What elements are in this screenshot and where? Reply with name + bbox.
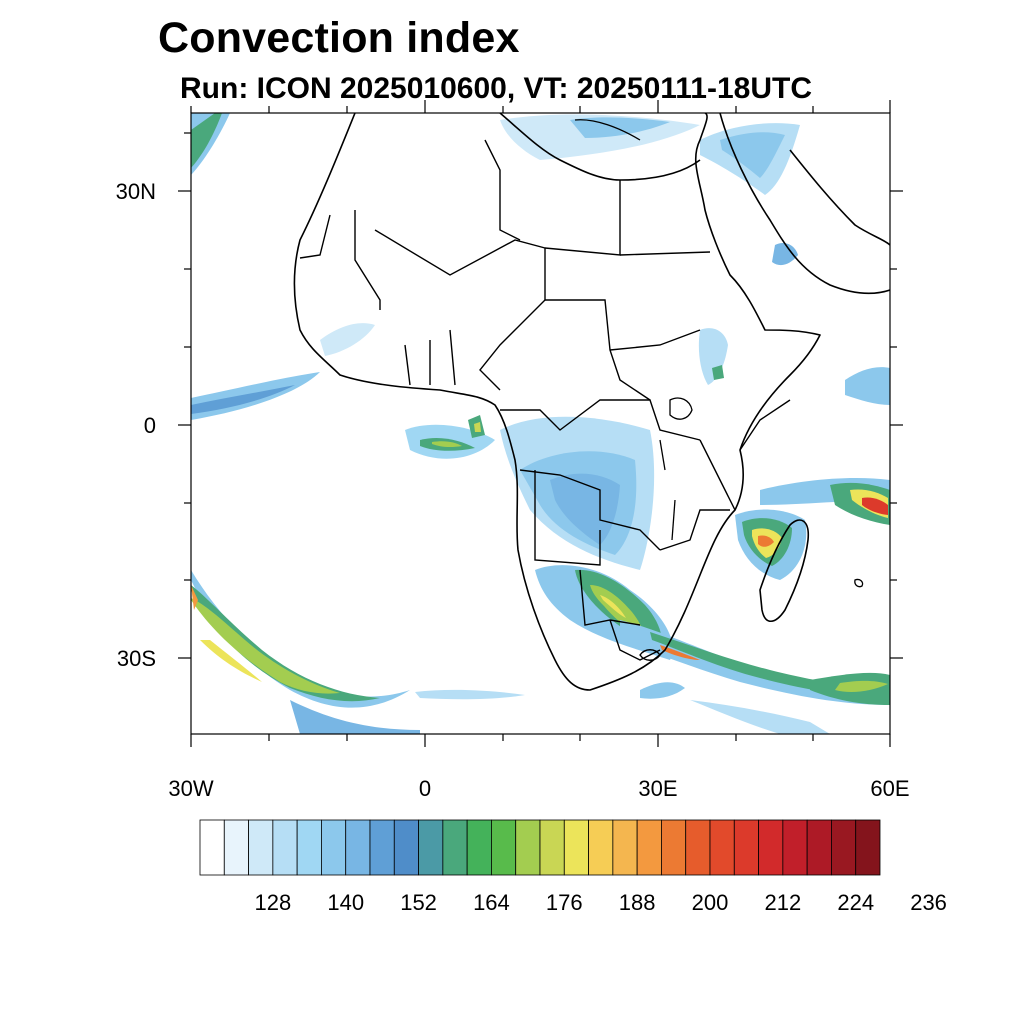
lon-label-30e: 30E <box>638 776 678 801</box>
colorbar-swatch <box>806 819 832 876</box>
colorbar-swatch <box>466 819 492 876</box>
colorbar-label: 212 <box>764 890 802 915</box>
colorbar-swatch <box>491 819 517 876</box>
colorbar-swatch <box>515 819 541 876</box>
country-borders <box>299 139 791 661</box>
coastlines <box>293 113 890 691</box>
colorbar-swatch <box>272 819 298 876</box>
colorbar-label: 176 <box>545 890 583 915</box>
colorbar-label: 188 <box>618 890 656 915</box>
lon-label-30w: 30W <box>168 776 214 801</box>
colorbar-swatch <box>782 819 808 876</box>
colorbar <box>199 819 881 876</box>
colorbar-swatch <box>345 819 371 876</box>
colorbar-swatch <box>855 819 881 876</box>
colorbar-label: 200 <box>691 890 729 915</box>
colorbar-swatch <box>612 819 638 876</box>
colorbar-swatch <box>296 819 322 876</box>
colorbar-label: 224 <box>837 890 875 915</box>
lat-label-30s: 30S <box>116 646 156 671</box>
colorbar-swatch <box>709 819 735 876</box>
colorbar-swatch <box>661 819 687 876</box>
colorbar-swatch <box>418 819 444 876</box>
colorbar-swatch <box>636 819 662 876</box>
colorbar-swatch <box>369 819 395 876</box>
lat-label-30n: 30N <box>115 179 156 204</box>
lon-label-60e: 60E <box>870 776 910 801</box>
colorbar-label: 236 <box>910 890 947 915</box>
colorbar-swatch <box>831 819 857 876</box>
colorbar-swatch <box>248 819 274 876</box>
lon-label-0: 0 <box>418 776 432 801</box>
colorbar-label: 128 <box>254 890 292 915</box>
lat-label-0: 0 <box>143 413 156 438</box>
colorbar-swatch <box>733 819 759 876</box>
map-title: Convection index <box>158 14 520 62</box>
colorbar-swatch <box>321 819 347 876</box>
map-subtitle: Run: ICON 2025010600, VT: 20250111-18UTC <box>180 72 813 105</box>
colorbar-label: 164 <box>473 890 510 915</box>
colorbar-swatch <box>758 819 784 876</box>
colorbar-swatch <box>685 819 711 876</box>
colorbar-swatch <box>563 819 589 876</box>
map-plot <box>191 113 890 734</box>
colorbar-swatch <box>199 819 225 876</box>
colorbar-swatch <box>442 819 468 876</box>
colorbar-label: 152 <box>400 890 437 915</box>
axis-ticks <box>178 100 903 747</box>
colorbar-swatch <box>393 819 419 876</box>
lakes-and-islands <box>574 119 864 588</box>
colorbar-swatch <box>223 819 249 876</box>
map-frame <box>190 112 891 735</box>
colorbar-label: 140 <box>327 890 365 915</box>
colorbar-swatch <box>588 819 614 876</box>
colorbar-swatch <box>539 819 565 876</box>
